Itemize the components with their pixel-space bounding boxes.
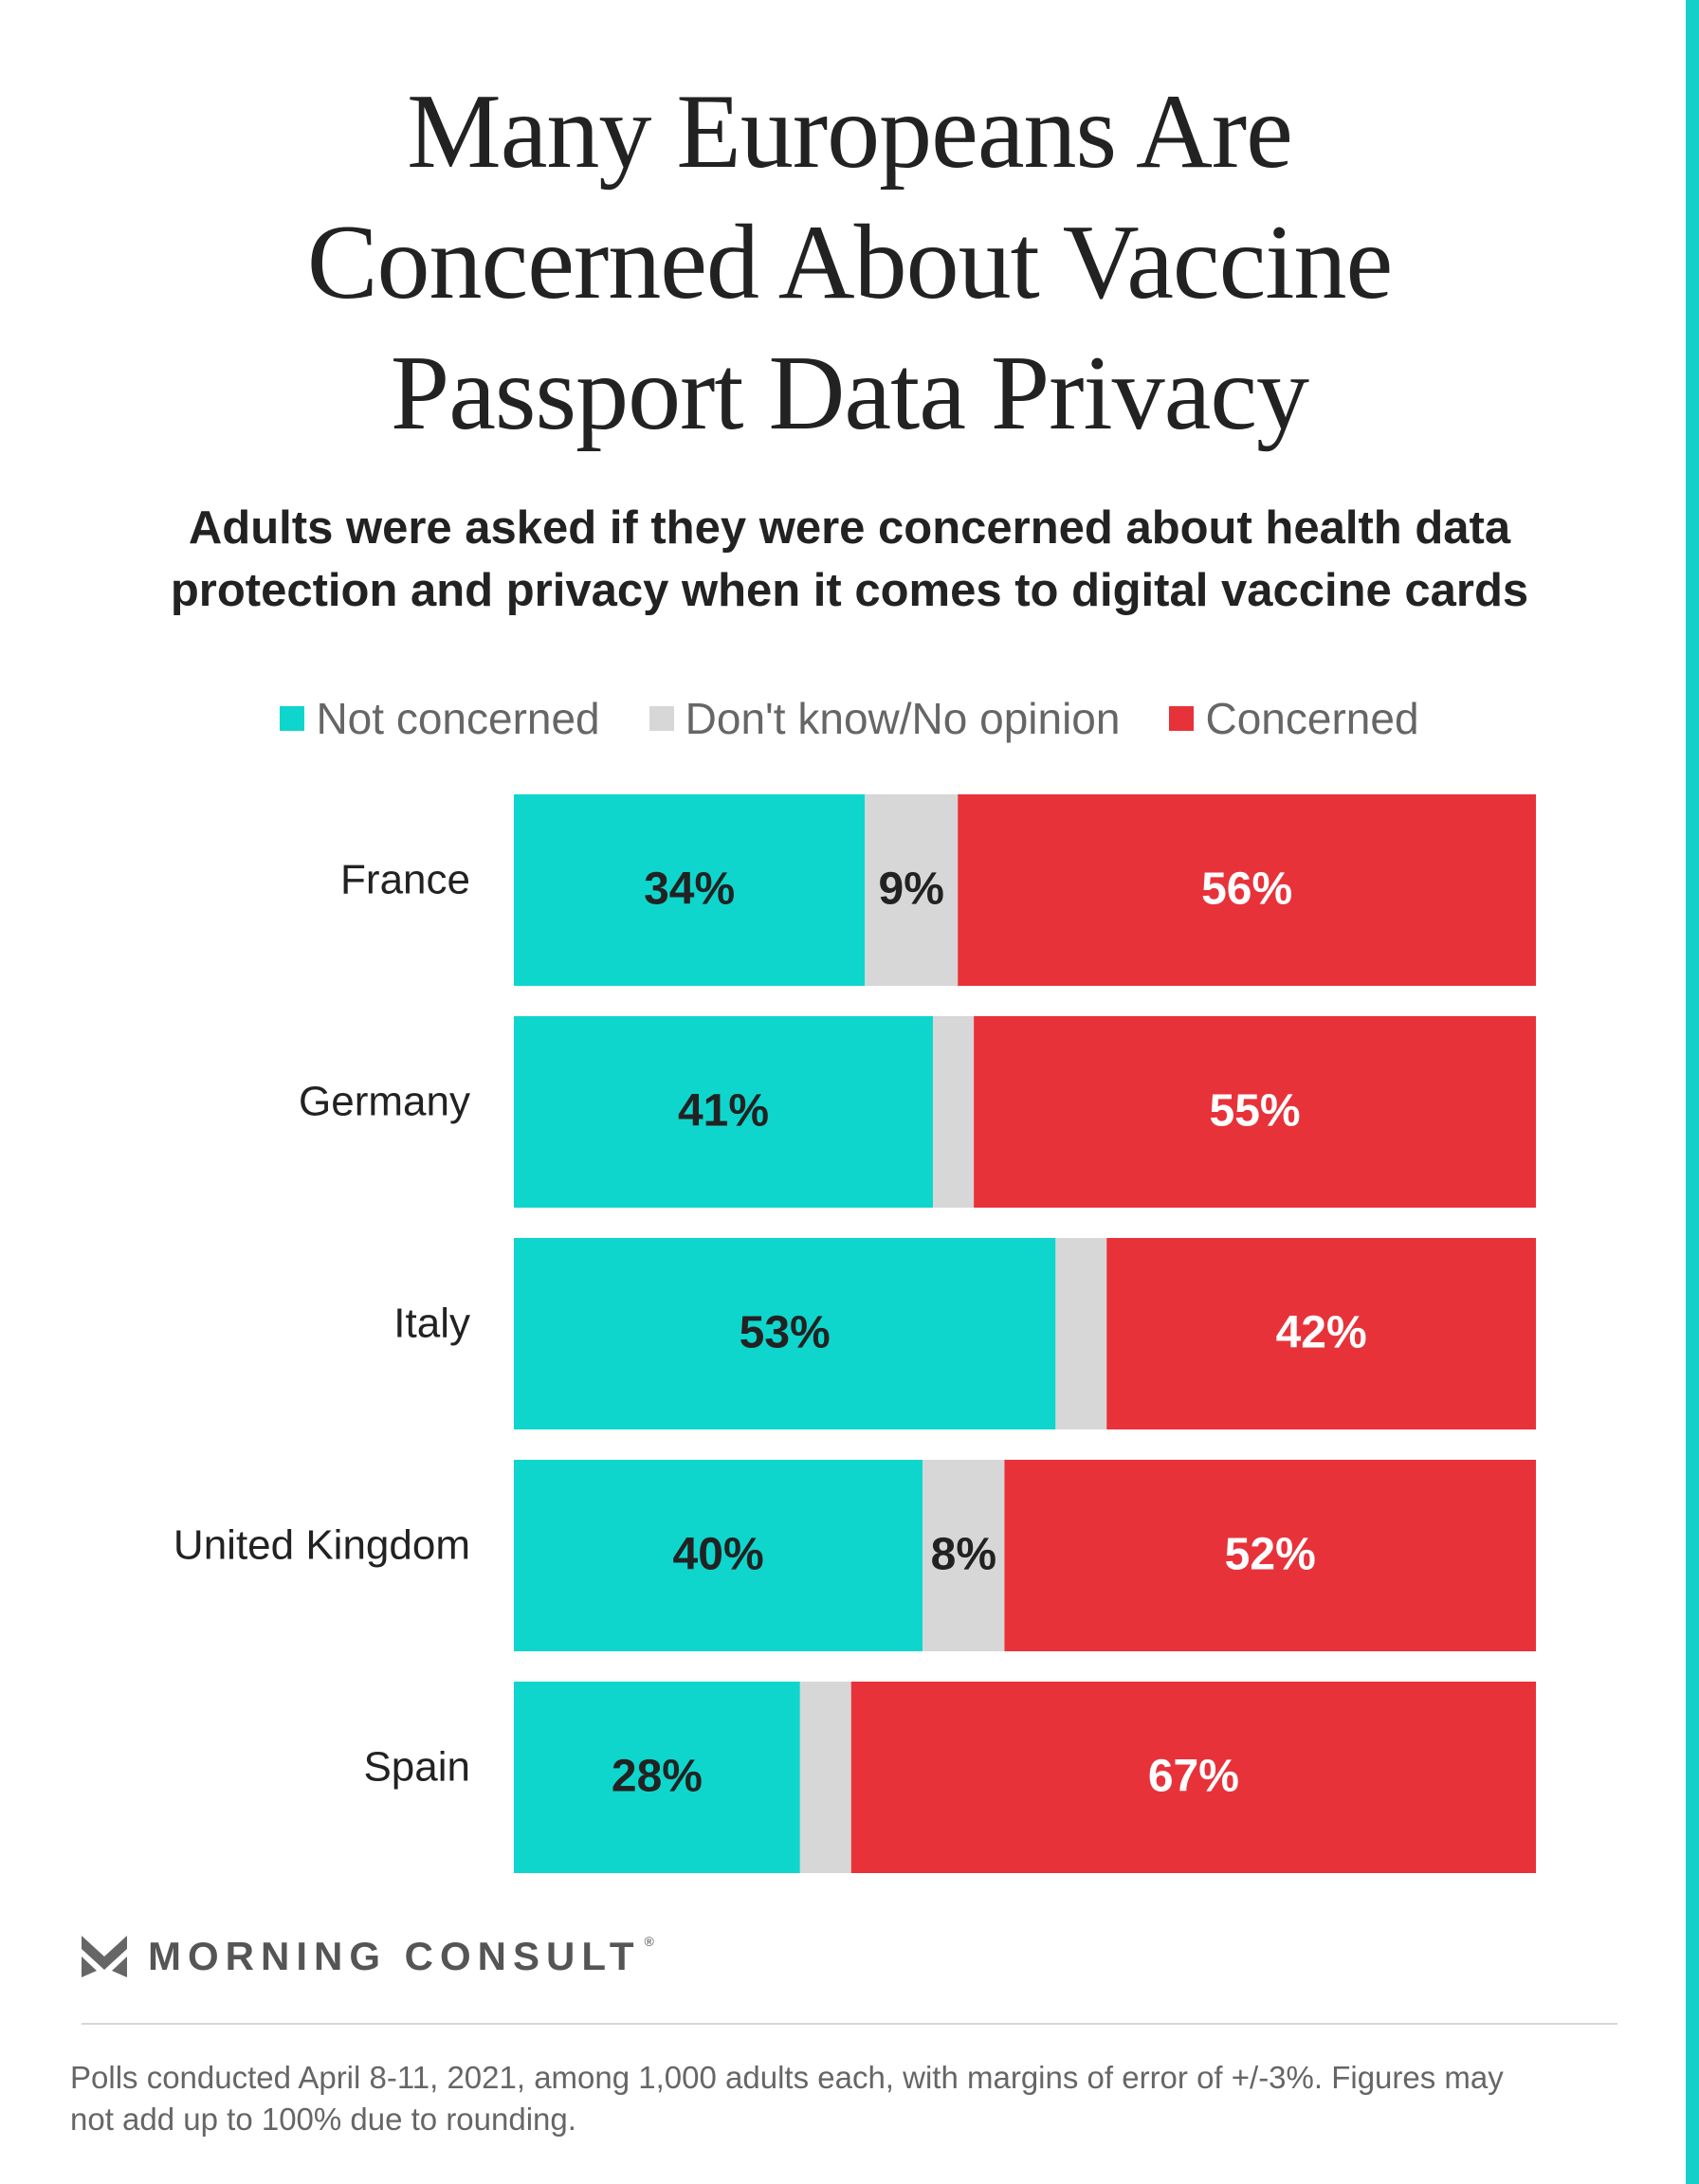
category-label-united-kingdom: United Kingdom bbox=[174, 1522, 470, 1569]
bar-spain-not-concerned bbox=[514, 1682, 800, 1873]
bar-italy-dont-know bbox=[1055, 1238, 1107, 1429]
subtitle-line-2: protection and privacy when it comes to … bbox=[170, 565, 1529, 616]
footer-divider bbox=[82, 2023, 1617, 2025]
bar-germany-concerned bbox=[974, 1016, 1536, 1208]
bar-germany-not-concerned bbox=[514, 1016, 933, 1208]
data-label-spain-not-concerned: 28% bbox=[612, 1752, 703, 1802]
data-label-france-concerned: 56% bbox=[1201, 864, 1292, 915]
bar-united-kingdom-concerned bbox=[1004, 1460, 1536, 1651]
data-label-france-not-concerned: 34% bbox=[644, 864, 735, 915]
bar-spain-dont-know bbox=[799, 1682, 851, 1873]
bar-italy-concerned bbox=[1106, 1238, 1536, 1429]
data-label-italy-not-concerned: 53% bbox=[740, 1308, 831, 1358]
accent-stripe bbox=[1686, 0, 1699, 2184]
morning-consult-logo-icon bbox=[82, 1936, 127, 1977]
bar-france-concerned bbox=[958, 794, 1536, 986]
category-label-spain: Spain bbox=[363, 1744, 470, 1791]
data-label-united-kingdom-concerned: 52% bbox=[1225, 1530, 1316, 1580]
brand-name-text: MORNING CONSULT bbox=[148, 1934, 641, 1978]
title-line-3: Passport Data Privacy bbox=[390, 335, 1309, 452]
category-label-italy: Italy bbox=[393, 1301, 470, 1347]
legend-swatch-not-concerned bbox=[280, 706, 305, 731]
bar-united-kingdom-not-concerned bbox=[514, 1460, 923, 1651]
registered-mark: ® bbox=[644, 1934, 661, 1949]
category-label-france: France bbox=[340, 857, 470, 903]
chart-title: Many Europeans Are Concerned About Vacci… bbox=[0, 66, 1699, 459]
legend-item-not-concerned: Not concerned bbox=[280, 693, 600, 744]
legend-item-dont-know: Don't know/No opinion bbox=[649, 693, 1121, 744]
category-label-germany: Germany bbox=[299, 1079, 470, 1125]
data-label-united-kingdom-not-concerned: 40% bbox=[673, 1530, 764, 1580]
bar-united-kingdom-dont-know bbox=[923, 1460, 1005, 1651]
data-label-spain-concerned: 67% bbox=[1148, 1752, 1239, 1802]
footnote: Polls conducted April 8-11, 2021, among … bbox=[70, 2060, 1504, 2137]
chart-legend: Not concerned Don't know/No opinion Conc… bbox=[0, 690, 1699, 747]
legend-label-concerned: Concerned bbox=[1205, 694, 1419, 743]
data-label-france-dont-know: 9% bbox=[879, 864, 944, 915]
brand-logo: MORNING CONSULT ® bbox=[82, 1934, 661, 1979]
legend-item-concerned: Concerned bbox=[1169, 693, 1419, 744]
data-label-italy-concerned: 42% bbox=[1276, 1308, 1367, 1358]
bar-france-not-concerned bbox=[514, 794, 866, 986]
legend-swatch-concerned bbox=[1169, 706, 1195, 731]
bar-italy-not-concerned bbox=[514, 1238, 1056, 1429]
stacked-bar-chart: France 34% 9% 56% Germany 41% 55% Italy 53% 42% Un… bbox=[174, 794, 1536, 1873]
title-line-2: Concerned About Vaccine bbox=[306, 204, 1393, 321]
chart-subtitle: Adults were asked if they were concerned… bbox=[38, 497, 1661, 622]
bar-spain-concerned bbox=[850, 1682, 1536, 1873]
brand-name: MORNING CONSULT ® bbox=[148, 1934, 661, 1979]
bar-germany-dont-know bbox=[932, 1016, 975, 1208]
subtitle-line-1: Adults were asked if they were concerned… bbox=[188, 502, 1511, 554]
data-label-germany-not-concerned: 41% bbox=[678, 1086, 769, 1137]
title-line-1: Many Europeans Are bbox=[407, 73, 1293, 191]
legend-label-not-concerned: Not concerned bbox=[316, 694, 600, 743]
bar-france-dont-know bbox=[865, 794, 959, 986]
legend-swatch-dont-know bbox=[649, 706, 674, 731]
legend-label-dont-know: Don't know/No opinion bbox=[685, 694, 1121, 743]
data-label-germany-concerned: 55% bbox=[1210, 1086, 1301, 1137]
data-label-united-kingdom-dont-know: 8% bbox=[931, 1530, 996, 1580]
